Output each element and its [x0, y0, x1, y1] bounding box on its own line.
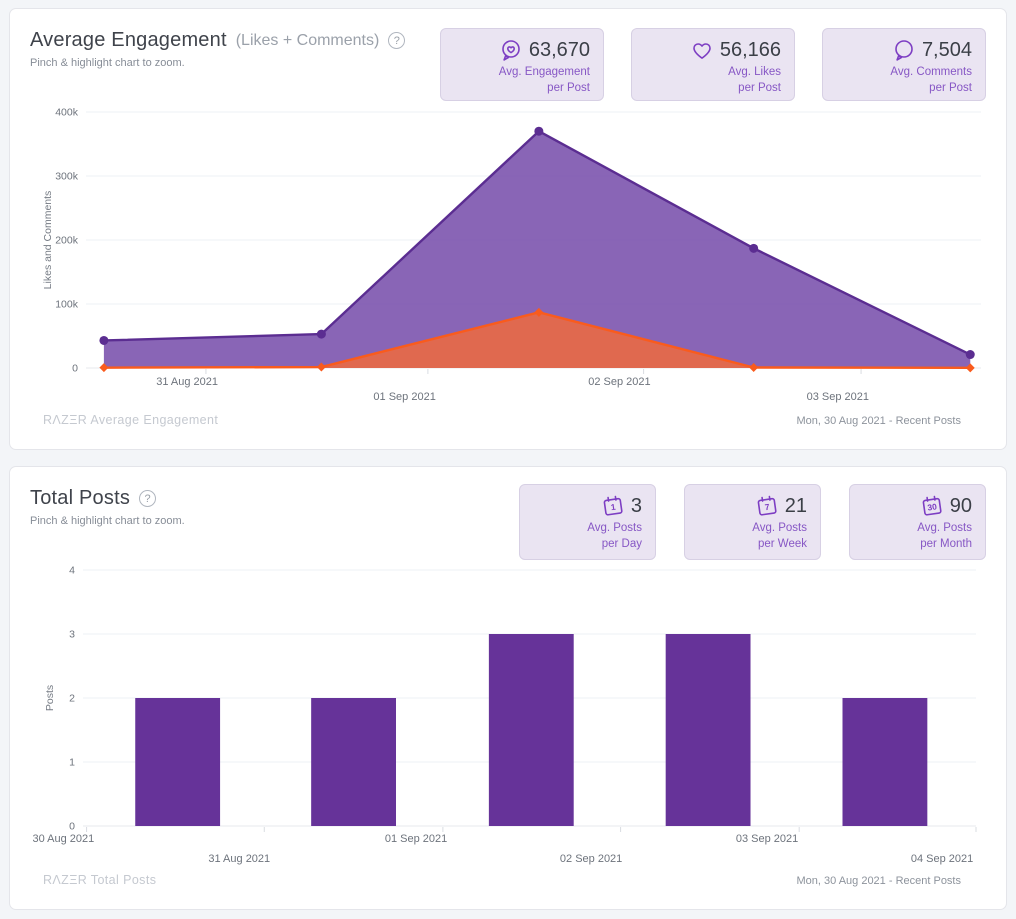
calendar-number: 1: [610, 502, 616, 513]
bar: [842, 698, 928, 826]
y-tick-label: 100k: [55, 299, 79, 311]
heart-in-bubble-icon: [502, 40, 520, 61]
help-icon[interactable]: ?: [388, 32, 406, 49]
footer-brand: RΛZΞR Total Posts: [43, 873, 157, 887]
help-icon[interactable]: ?: [139, 490, 157, 507]
card-subtitle: Pinch & highlight chart to zoom.: [30, 515, 185, 527]
x-tick-label: 31 Aug 2021: [208, 853, 270, 865]
bar: [665, 634, 751, 826]
x-tick-label: 31 Aug 2021: [156, 376, 218, 388]
x-tick-label: 01 Sep 2021: [373, 391, 435, 403]
data-point-likes: [99, 335, 109, 345]
stat-label: Avg. Posts per Day: [587, 522, 642, 550]
data-point-comments: [316, 362, 326, 372]
data-point-likes: [965, 350, 975, 360]
y-tick-label: 4: [69, 565, 75, 577]
calendar-day-icon: 1: [603, 495, 623, 516]
calendar-month-icon: 30: [922, 495, 942, 516]
card-header: Total Posts ? Pinch & highlight chart to…: [30, 487, 185, 527]
card-header: Average Engagement (Likes + Comments) ? …: [30, 29, 406, 69]
footer-brand: RΛZΞR Average Engagement: [43, 413, 219, 427]
x-tick-label: 02 Sep 2021: [560, 853, 622, 865]
stat-label: Avg. Engagement per Post: [498, 66, 590, 94]
calendar-number: 30: [927, 501, 938, 512]
data-point-comments: [99, 363, 109, 373]
x-tick-label: 01 Sep 2021: [385, 833, 447, 845]
card-title: Total Posts: [30, 487, 131, 509]
area-series-likes: [103, 131, 971, 368]
comment-bubble-icon: [895, 40, 913, 61]
bar: [488, 634, 574, 826]
stat-value: 56,166: [719, 38, 781, 61]
bar: [311, 698, 396, 826]
stat-value: 3: [630, 494, 642, 517]
x-tick-label: 30 Aug 2021: [32, 833, 94, 845]
stat-label: Avg. Likes per Post: [728, 66, 781, 94]
data-point-comments: [749, 362, 759, 372]
calendar-number: 7: [764, 502, 770, 513]
calendar-week-icon: 7: [757, 495, 777, 516]
stat-value: 7,504: [921, 38, 972, 61]
bar: [135, 698, 221, 826]
card-title: Average Engagement: [30, 29, 227, 51]
heart-icon: [693, 43, 711, 59]
x-tick-label: 04 Sep 2021: [911, 853, 973, 865]
y-tick-label: 3: [69, 629, 75, 641]
footer-date-range: Mon, 30 Aug 2021 - Recent Posts: [796, 875, 962, 887]
x-tick-label: 03 Sep 2021: [807, 391, 869, 403]
y-tick-label: 0: [69, 821, 75, 833]
card-footer: RΛZΞR Total Posts Mon, 30 Aug 2021 - Rec…: [43, 873, 961, 887]
stat-card-avg-comments: 7,504 Avg. Comments per Post: [822, 28, 986, 101]
stat-card-avg-engagement: 63,670 Avg. Engagement per Post: [440, 28, 604, 101]
footer-date-range: Mon, 30 Aug 2021 - Recent Posts: [796, 415, 962, 427]
stat-value: 90: [949, 494, 972, 517]
total-posts-card: Total Posts ? Pinch & highlight chart to…: [9, 466, 1007, 910]
x-tick-label: 03 Sep 2021: [736, 833, 798, 845]
stat-label: Avg. Posts per Month: [917, 522, 972, 550]
stat-value: 21: [784, 494, 807, 517]
engagement-chart-canvas[interactable]: 0 100k 200k 300k 400k 31 Aug 2021 01 Sep 2021 0…: [10, 101, 1008, 421]
y-tick-label: 2: [69, 693, 75, 705]
stat-label: Avg. Comments per Post: [890, 66, 972, 94]
average-engagement-card: Average Engagement (Likes + Comments) ? …: [9, 8, 1007, 450]
stat-value: 63,670: [528, 38, 590, 61]
stat-card-posts-per-day: 1 3 Avg. Posts per Day: [519, 484, 656, 560]
card-subtitle: Pinch & highlight chart to zoom.: [30, 57, 185, 69]
card-footer: RΛZΞR Average Engagement Mon, 30 Aug 202…: [43, 413, 961, 427]
y-tick-label: 200k: [55, 235, 79, 247]
x-tick-label: 02 Sep 2021: [588, 376, 650, 388]
posts-chart-canvas[interactable]: 0 1 2 3 4 30 Aug 2021 31 Aug 2021 01 Sep 2021 02…: [10, 562, 1008, 872]
y-tick-label: 1: [69, 757, 75, 769]
data-point-likes: [749, 243, 759, 253]
data-point-likes: [316, 329, 326, 339]
stat-card-posts-per-week: 7 21 Avg. Posts per Week: [684, 484, 821, 560]
stat-chips: 1 3 Avg. Posts per Day 7: [519, 484, 986, 560]
stat-label: Avg. Posts per Week: [752, 522, 807, 550]
card-title-suffix: (Likes + Comments): [235, 31, 380, 49]
data-point-likes: [534, 126, 544, 136]
y-tick-label: 0: [72, 363, 78, 375]
stat-chips: 63,670 Avg. Engagement per Post 56,166 A…: [440, 28, 986, 101]
data-point-comments: [965, 363, 975, 373]
data-point-comments: [534, 307, 544, 317]
y-tick-label: 400k: [55, 107, 79, 119]
y-tick-label: 300k: [55, 171, 79, 183]
stat-card-avg-likes: 56,166 Avg. Likes per Post: [631, 28, 795, 101]
stat-card-posts-per-month: 30 90 Avg. Posts per Month: [849, 484, 986, 560]
area-series-comments: [103, 312, 971, 368]
